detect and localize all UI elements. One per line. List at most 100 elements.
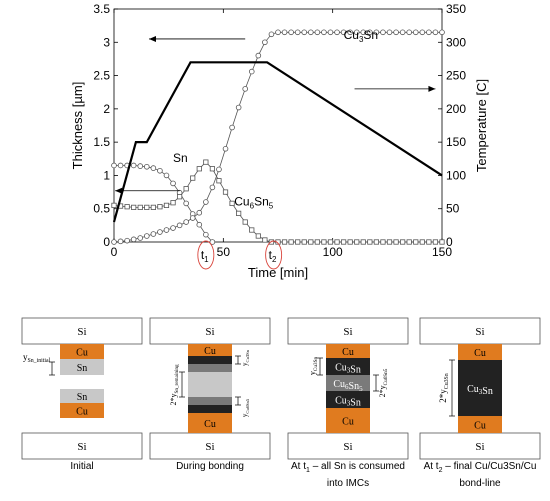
point-cu3sn <box>130 236 137 243</box>
point-cu3sn <box>321 29 327 36</box>
si-bottom <box>287 432 409 460</box>
point-sn <box>130 162 137 169</box>
layer-cu3sn <box>458 360 502 416</box>
point-cu3sn <box>399 29 406 36</box>
label-cu3sn: Cu3Sn <box>344 28 378 44</box>
point-cu6sn5 <box>275 239 281 245</box>
si-top-label: Si <box>77 326 86 338</box>
point-cu6sn5 <box>131 204 137 210</box>
panel-initial-diagram: Si Si Cu Sn Sn Cu ySn_initial <box>21 317 143 460</box>
caption-sub: 1 <box>306 467 310 474</box>
layer-label-part: Cu <box>76 348 88 359</box>
layer-label-part: Cu <box>204 346 216 357</box>
x-tick-label: 0 <box>111 245 118 259</box>
si-top-label: Si <box>343 326 352 338</box>
marker-t1 <box>197 240 215 270</box>
si-top <box>21 317 143 345</box>
dimension-right-bottom-label: yCu6Sn5 <box>241 398 250 417</box>
point-cu3sn <box>176 222 183 229</box>
point-sn <box>144 163 150 170</box>
panel-during-bonding-caption: During bonding <box>140 460 280 473</box>
point-cu6sn5 <box>419 239 425 245</box>
point-cu6sn5 <box>439 239 445 245</box>
layer-label-part: 5 <box>359 385 363 393</box>
y-right-tick-label: 350 <box>446 2 466 16</box>
layer-label-part: Sn <box>482 386 493 397</box>
point-cu6sn5 <box>242 219 248 225</box>
layer-cu3sn <box>326 391 370 408</box>
point-cu6sn5 <box>400 239 406 245</box>
label-sn: Sn <box>173 151 188 165</box>
layer-band <box>188 372 232 397</box>
layer-label: Cu <box>474 421 486 432</box>
point-cu3sn <box>163 227 170 233</box>
point-cu3sn <box>248 68 255 75</box>
point-cu6sn5 <box>249 227 255 233</box>
point-sn <box>163 172 170 179</box>
point-cu3sn <box>235 104 242 111</box>
si-bottom <box>149 432 271 460</box>
chart-series <box>111 29 445 245</box>
layer-label-part: Cu <box>204 419 216 430</box>
point-cu3sn <box>360 29 367 36</box>
x-tick-label: 100 <box>323 245 343 259</box>
y-right-tick-label: 150 <box>446 135 466 149</box>
point-cu6sn5 <box>163 202 170 208</box>
panel-t2: Si Si Cu Cu3Sn Cu 2*yCu3Sn At t2 – final Cu/C… <box>419 317 541 493</box>
dimension-left-label-main: 2*y <box>169 394 178 406</box>
point-cu3sn <box>196 209 203 216</box>
y-right-tick-label: 250 <box>446 69 466 83</box>
layer-label-part: 3 <box>479 388 483 396</box>
si-bottom-label: Si <box>475 441 484 453</box>
panel-initial: Si Si Cu Sn Sn Cu ySn_initial Initial <box>21 317 143 493</box>
layer-label-part: Cu <box>474 348 486 359</box>
marker-t2 <box>265 240 283 270</box>
label-cu6sn5: Cu6Sn5 <box>234 194 273 210</box>
layer-label-part: Cu <box>474 421 486 432</box>
layer-label-part: Sn <box>350 398 361 409</box>
x-tick-label: 50 <box>217 245 231 259</box>
point-cu3sn <box>268 31 275 38</box>
layer-label-part: 6 <box>345 383 349 391</box>
dimension-label-sub: Sn_initial <box>28 358 51 364</box>
caption-text: At t <box>291 461 307 472</box>
dimension-right-label-main: 2*y <box>378 385 387 397</box>
point-cu3sn <box>393 29 399 36</box>
si-top <box>287 317 409 345</box>
layer-label: Sn <box>77 363 88 374</box>
layer-label: Cu <box>76 348 88 359</box>
panel-t2-caption: At t2 – final Cu/Cu3Sn/Cu bond-line <box>410 460 550 490</box>
label-sn-part: Sn <box>173 151 188 165</box>
caption-text: bond-line <box>459 478 501 489</box>
point-cu6sn5 <box>183 186 189 192</box>
layer-cu6sn5 <box>326 375 370 391</box>
point-cu6sn5 <box>281 239 288 245</box>
y-right-tick-label: 0 <box>446 235 453 249</box>
point-cu6sn5 <box>406 239 412 245</box>
layer-cu <box>458 344 502 360</box>
layer-cu <box>60 344 104 359</box>
layer-cu <box>458 416 502 433</box>
marker-label-t1-part: t <box>201 248 205 262</box>
point-cu3sn <box>281 29 288 36</box>
point-cu3sn <box>229 124 235 131</box>
point-cu3sn <box>150 231 157 237</box>
layer-band <box>188 356 232 364</box>
point-cu3sn <box>432 29 439 36</box>
point-cu3sn <box>170 225 176 231</box>
layer-label-part: Sn <box>350 365 361 376</box>
chart-labels: Time [min] Thickness [µm] Temperature [C] C… <box>70 28 489 280</box>
caption-text: During bonding <box>176 461 244 472</box>
layer-band <box>188 364 232 372</box>
layer-label-part: Sn <box>349 381 360 392</box>
si-bottom <box>419 432 541 460</box>
sn-arrow-head <box>115 187 123 194</box>
point-sn <box>170 180 176 187</box>
si-top <box>149 317 271 345</box>
point-cu6sn5 <box>216 178 222 184</box>
layer-label: Sn <box>77 392 88 403</box>
point-cu6sn5 <box>386 239 393 245</box>
point-cu6sn5 <box>308 239 314 245</box>
point-cu3sn <box>406 29 413 36</box>
panel-t1: Si Si Cu Cu3Sn Cu6Sn5 Cu3Sn Cu yCu3Sn 2*yCu6Sn5 … <box>287 317 409 493</box>
